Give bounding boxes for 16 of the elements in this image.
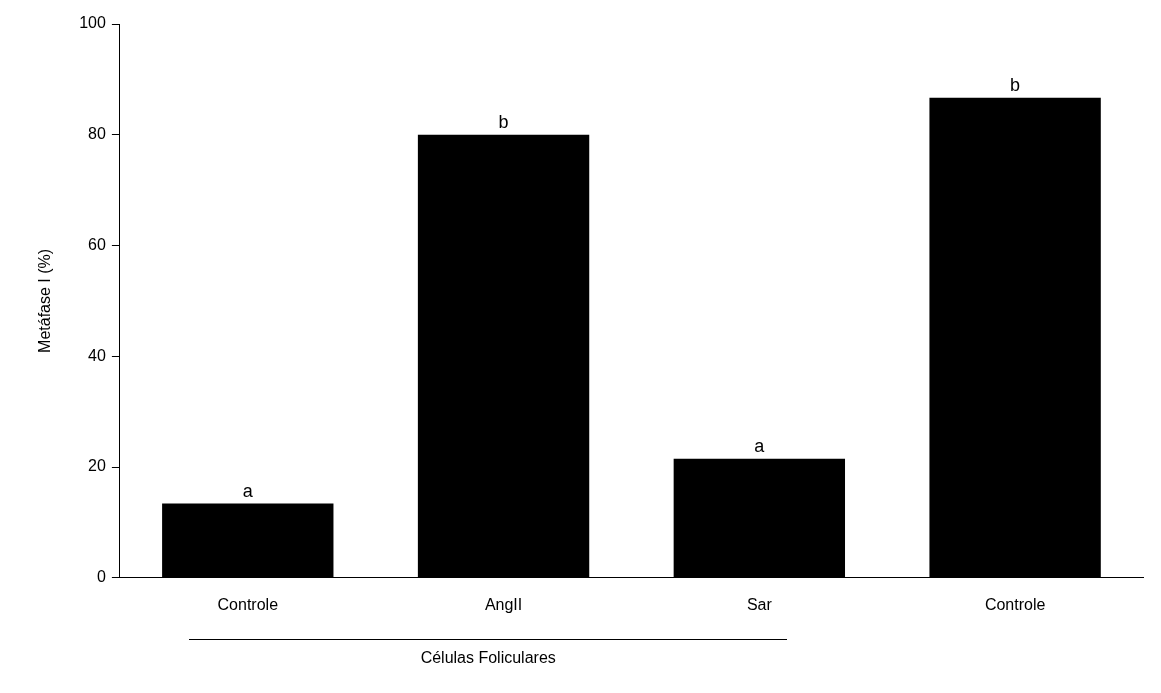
y-axis-title: Metáfase I (%) bbox=[36, 248, 54, 353]
x-tick-label: Controle bbox=[217, 595, 279, 613]
text: Células Foliculares bbox=[419, 649, 557, 667]
y-tick-label: 40 bbox=[88, 346, 106, 364]
y-tick-label: 80 bbox=[88, 125, 106, 143]
data-label: a bbox=[242, 480, 254, 501]
data-label: a bbox=[754, 435, 766, 456]
y-tick-label: 0 bbox=[96, 568, 106, 586]
data-label: b bbox=[1010, 74, 1021, 95]
x-tick-label: Controle bbox=[984, 595, 1046, 613]
y-tick-label: 100 bbox=[79, 14, 106, 32]
data-label: b bbox=[498, 111, 509, 132]
y-tick-label: 60 bbox=[88, 235, 106, 253]
x-tick-label: Sar bbox=[746, 595, 773, 613]
y-tick-label: 20 bbox=[88, 457, 106, 475]
x-tick-label: AngII bbox=[484, 595, 523, 613]
